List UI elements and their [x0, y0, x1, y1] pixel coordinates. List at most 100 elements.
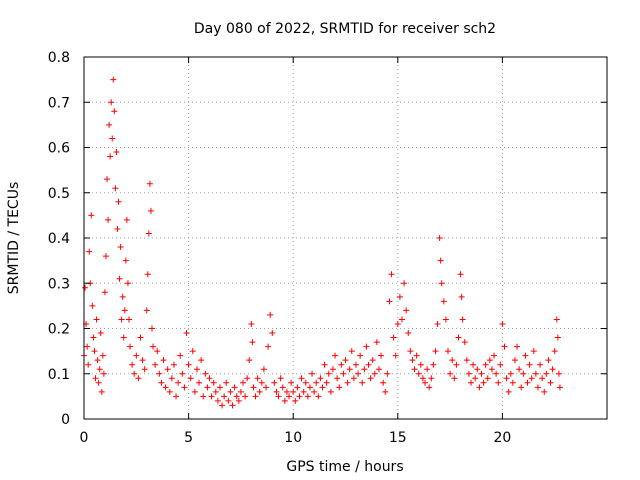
data-point — [214, 397, 221, 404]
data-point — [206, 375, 213, 382]
data-point — [283, 388, 290, 395]
data-point — [549, 366, 556, 373]
data-point — [458, 293, 465, 300]
data-point — [177, 352, 184, 359]
data-point — [388, 271, 395, 278]
data-point — [438, 280, 445, 287]
data-point — [503, 375, 510, 382]
data-point — [321, 361, 328, 368]
y-tick-label: 0.4 — [48, 231, 70, 247]
data-point — [367, 375, 374, 382]
data-point — [315, 393, 322, 400]
data-point — [361, 366, 368, 373]
data-point — [117, 244, 124, 251]
data-point — [101, 289, 108, 296]
data-point — [125, 316, 132, 323]
data-point — [95, 379, 102, 386]
data-point — [191, 388, 198, 395]
data-point — [403, 307, 410, 314]
data-point — [332, 352, 339, 359]
data-point — [216, 384, 223, 391]
data-point — [124, 280, 131, 287]
data-point — [108, 99, 115, 106]
data-point — [355, 370, 362, 377]
data-point — [84, 343, 91, 350]
data-point — [530, 348, 537, 355]
data-point — [121, 307, 128, 314]
data-point — [357, 352, 364, 359]
data-point — [94, 357, 101, 364]
data-point — [263, 384, 270, 391]
data-point — [465, 370, 472, 377]
data-point — [281, 397, 288, 404]
data-point — [147, 207, 154, 214]
grid-lines — [84, 57, 607, 419]
data-point — [111, 108, 118, 115]
data-point — [505, 388, 512, 395]
data-point — [152, 361, 159, 368]
data-point — [102, 253, 109, 260]
data-point — [139, 357, 146, 364]
x-tick-label: 0 — [80, 430, 89, 446]
data-point — [286, 393, 293, 400]
data-point — [208, 393, 215, 400]
data-point — [426, 384, 433, 391]
data-point — [223, 379, 230, 386]
data-point — [122, 257, 129, 264]
data-point — [237, 388, 244, 395]
data-point — [110, 76, 117, 83]
data-point — [212, 388, 219, 395]
data-point — [386, 298, 393, 305]
data-point — [198, 357, 205, 364]
data-point — [304, 393, 311, 400]
data-point — [112, 185, 119, 192]
data-point — [472, 375, 479, 382]
data-point — [537, 361, 544, 368]
data-point — [158, 379, 165, 386]
data-point — [90, 334, 97, 341]
data-point — [384, 370, 391, 377]
data-point — [486, 357, 493, 364]
data-point — [405, 330, 412, 337]
y-tick-label: 0.1 — [48, 367, 70, 383]
data-point — [470, 361, 477, 368]
axis-ticks: 0 5 10 15 20 0 0.1 0.2 0.3 0.4 0.5 0.6 0.7 0.8 — [48, 50, 607, 446]
data-point — [127, 343, 134, 350]
data-point — [279, 384, 286, 391]
data-point — [249, 339, 256, 346]
data-point — [135, 375, 142, 382]
data-point — [113, 149, 120, 156]
data-point — [244, 375, 251, 382]
data-point — [554, 334, 561, 341]
data-point — [447, 370, 454, 377]
data-point — [166, 388, 173, 395]
data-point — [273, 388, 280, 395]
data-point — [468, 379, 475, 386]
data-point — [231, 384, 238, 391]
data-point — [419, 375, 426, 382]
data-point — [342, 357, 349, 364]
data-point — [336, 384, 343, 391]
data-point — [229, 402, 236, 409]
data-point — [200, 393, 207, 400]
data-point — [380, 379, 387, 386]
data-point — [378, 352, 385, 359]
data-point — [334, 375, 341, 382]
data-point — [417, 361, 424, 368]
data-point — [292, 397, 299, 404]
data-point — [91, 348, 98, 355]
data-point — [329, 366, 336, 373]
data-point — [131, 370, 138, 377]
data-point — [143, 307, 150, 314]
data-point — [99, 352, 106, 359]
data-point — [516, 366, 523, 373]
data-point — [181, 384, 188, 391]
data-point — [371, 370, 378, 377]
data-point — [539, 375, 546, 382]
data-point — [288, 379, 295, 386]
data-point — [375, 366, 382, 373]
data-point — [160, 357, 167, 364]
data-point — [296, 393, 303, 400]
data-point — [105, 216, 112, 223]
